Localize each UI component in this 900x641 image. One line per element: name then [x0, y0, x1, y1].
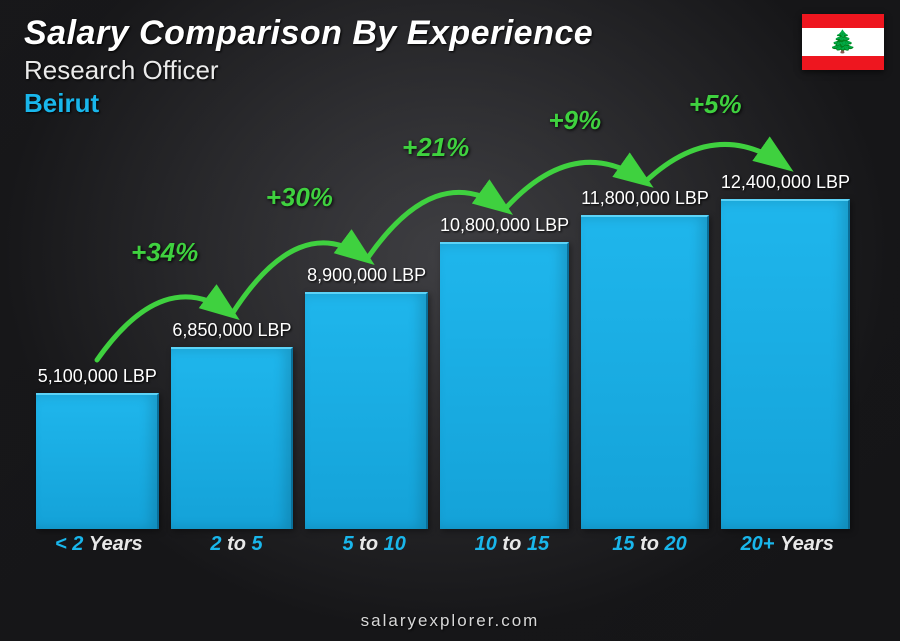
bar	[581, 215, 709, 529]
country-flag: 🌲	[802, 14, 884, 70]
flag-stripe-mid: 🌲	[802, 28, 884, 56]
bar	[36, 393, 159, 529]
bars-container: 5,100,000 LBP 6,850,000 LBP 8,900,000 LBP 1…	[36, 150, 850, 529]
chart-location: Beirut	[24, 88, 593, 119]
bar-column: 8,900,000 LBP	[305, 265, 428, 529]
footer-credit: salaryexplorer.com	[0, 611, 900, 631]
bar-value-label: 6,850,000 LBP	[172, 320, 291, 341]
x-axis-label: 20+ Years	[724, 533, 850, 563]
bar-column: 12,400,000 LBP	[721, 172, 850, 529]
bar	[721, 199, 850, 529]
bar-value-label: 5,100,000 LBP	[38, 366, 157, 387]
bar	[440, 242, 569, 529]
bar-column: 11,800,000 LBP	[581, 188, 709, 529]
chart-title: Salary Comparison By Experience	[24, 14, 593, 53]
bar-value-label: 8,900,000 LBP	[307, 265, 426, 286]
bar-value-label: 11,800,000 LBP	[581, 188, 709, 209]
x-axis-label: < 2 Years	[36, 533, 162, 563]
x-axis-label: 15 to 20	[587, 533, 713, 563]
chart-header: Salary Comparison By Experience Research…	[24, 14, 593, 119]
bar	[305, 292, 428, 529]
bar-value-label: 10,800,000 LBP	[440, 215, 569, 236]
bar-chart: +34%+30%+21%+9%+5% 5,100,000 LBP6,850,00…	[36, 150, 850, 563]
cedar-tree-icon: 🌲	[829, 31, 856, 53]
delta-pct-label: +5%	[689, 89, 742, 120]
x-axis-label: 10 to 15	[449, 533, 575, 563]
flag-stripe-top	[802, 14, 884, 28]
x-axis: < 2 Years 2 to 5 5 to 10 10 to 15 15 to 20 20…	[36, 533, 850, 563]
x-axis-label: 5 to 10	[311, 533, 437, 563]
bar-column: 10,800,000 LBP	[440, 215, 569, 529]
bar-column: 5,100,000 LBP	[36, 366, 159, 529]
x-axis-label: 2 to 5	[174, 533, 300, 563]
flag-stripe-bottom	[802, 56, 884, 70]
bar-value-label: 12,400,000 LBP	[721, 172, 850, 193]
bar	[171, 347, 294, 529]
chart-subtitle: Research Officer	[24, 55, 593, 86]
bar-column: 6,850,000 LBP	[171, 320, 294, 529]
